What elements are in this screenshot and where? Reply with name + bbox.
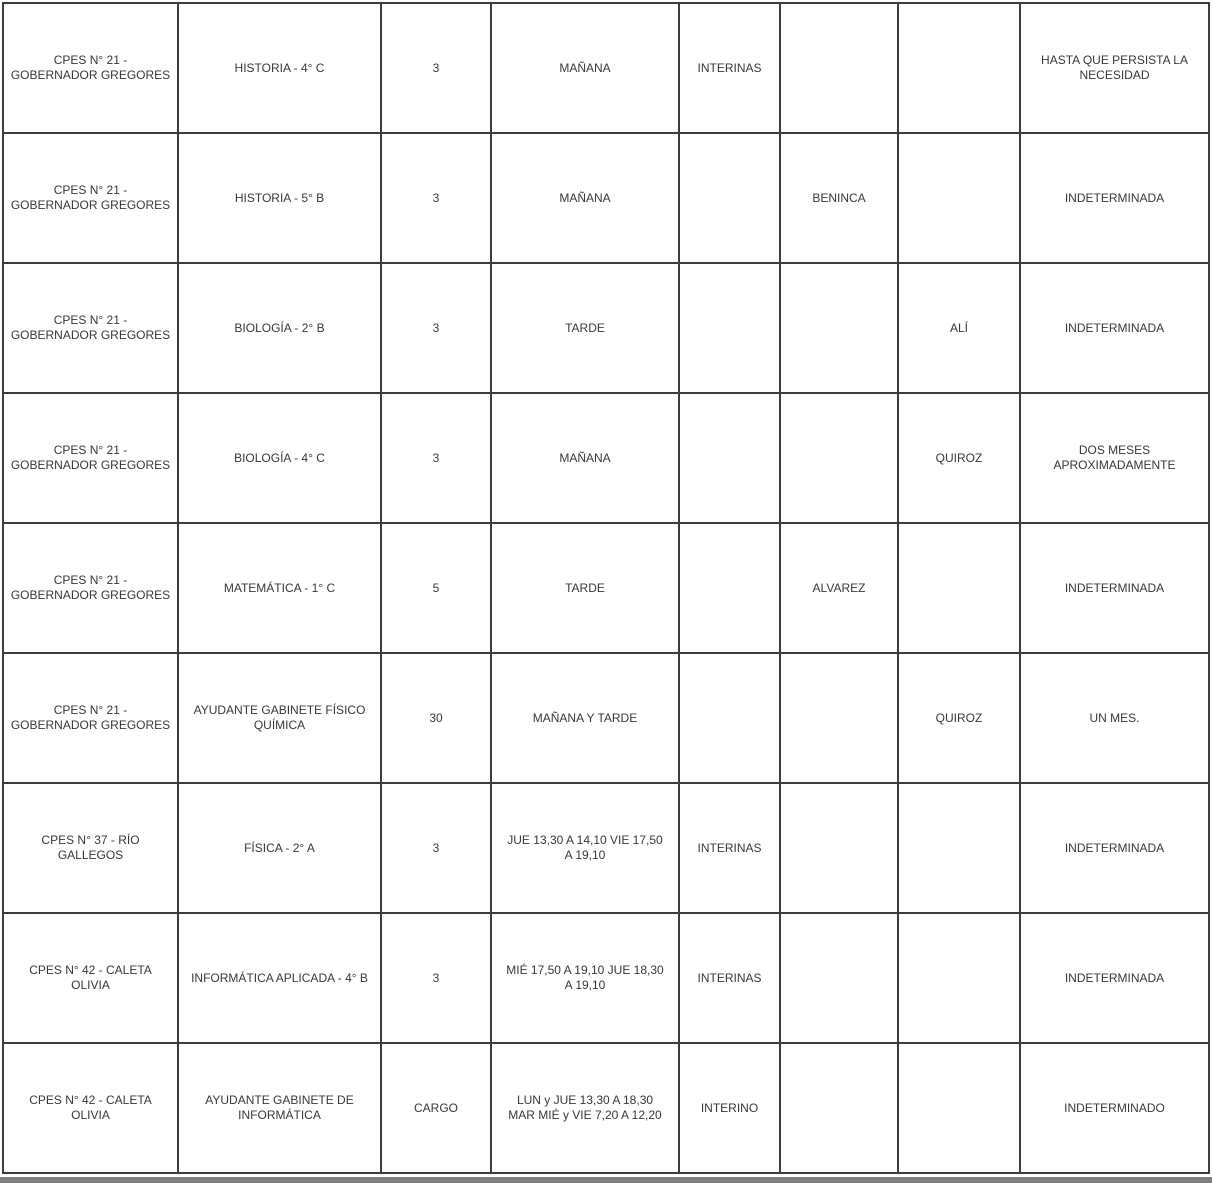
- table-cell-horas: 3: [380, 912, 492, 1044]
- table-cell-turno-horario: MAÑANA: [490, 2, 680, 134]
- table-cell-docente-a: [779, 2, 899, 134]
- table-cell-horas: 3: [380, 2, 492, 134]
- table-cell-docente-a: [779, 912, 899, 1044]
- table-cell-horas: 3: [380, 392, 492, 524]
- table-cell-docente-b: [897, 522, 1021, 654]
- table-cell-docente-b: [897, 132, 1021, 264]
- table-cell-establecimiento: CPES N° 21 - GOBERNADOR GREGORES: [2, 2, 179, 134]
- table-cell-turno-horario: MAÑANA Y TARDE: [490, 652, 680, 784]
- table-cell-docente-b: [897, 1042, 1021, 1174]
- table-cell-docente-a: [779, 262, 899, 394]
- table-cell-horas: 3: [380, 262, 492, 394]
- table-cell-docente-a: [779, 392, 899, 524]
- table-cell-establecimiento: CPES N° 42 - CALETA OLIVIA: [2, 1042, 179, 1174]
- table-cell-horas: 30: [380, 652, 492, 784]
- table-cell-docente-a: [779, 1042, 899, 1174]
- table-cell-asignatura-curso: HISTORIA - 5° B: [177, 132, 382, 264]
- table-cell-asignatura-curso: BIOLOGÍA - 2° B: [177, 262, 382, 394]
- table-cell-establecimiento: CPES N° 21 - GOBERNADOR GREGORES: [2, 262, 179, 394]
- table-cell-docente-b: [897, 782, 1021, 914]
- table-cell-establecimiento: CPES N° 21 - GOBERNADOR GREGORES: [2, 652, 179, 784]
- table-cell-duracion: INDETERMINADA: [1019, 522, 1210, 654]
- table-cell-duracion: INDETERMINADO: [1019, 1042, 1210, 1174]
- table-cell-duracion: HASTA QUE PERSISTA LA NECESIDAD: [1019, 2, 1210, 134]
- table-cell-establecimiento: CPES N° 21 - GOBERNADOR GREGORES: [2, 132, 179, 264]
- table-cell-horas: 3: [380, 132, 492, 264]
- table-cell-asignatura-curso: HISTORIA - 4° C: [177, 2, 382, 134]
- table-cell-duracion: INDETERMINADA: [1019, 782, 1210, 914]
- table-cell-docente-a: [779, 652, 899, 784]
- table-cell-horas: 3: [380, 782, 492, 914]
- table-cell-duracion: INDETERMINADA: [1019, 912, 1210, 1044]
- table-cell-asignatura-curso: MATEMÁTICA - 1° C: [177, 522, 382, 654]
- table-cell-caracter: [678, 522, 781, 654]
- table-cell-asignatura-curso: INFORMÁTICA APLICADA - 4° B: [177, 912, 382, 1044]
- table-cell-duracion: DOS MESES APROXIMADAMENTE: [1019, 392, 1210, 524]
- table-cell-duracion: UN MES.: [1019, 652, 1210, 784]
- table-cell-caracter: [678, 262, 781, 394]
- table-cell-turno-horario: JUE 13,30 A 14,10 VIE 17,50 A 19,10: [490, 782, 680, 914]
- table-cell-caracter: [678, 652, 781, 784]
- table-cell-docente-a: BENINCA: [779, 132, 899, 264]
- table-cell-caracter: [678, 392, 781, 524]
- table-cell-caracter: INTERINAS: [678, 912, 781, 1044]
- table-cell-docente-b: ALÍ: [897, 262, 1021, 394]
- table-row: CPES N° 21 - GOBERNADOR GREGORES BIOLOGÍA…: [2, 262, 1210, 394]
- table-cell-turno-horario: TARDE: [490, 262, 680, 394]
- page-bottom-edge: [0, 1177, 1212, 1183]
- table-cell-establecimiento: CPES N° 21 - GOBERNADOR GREGORES: [2, 392, 179, 524]
- table-cell-caracter: INTERINAS: [678, 2, 781, 134]
- table-cell-horas: CARGO: [380, 1042, 492, 1174]
- table-cell-duracion: INDETERMINADA: [1019, 262, 1210, 394]
- table-cell-caracter: INTERINAS: [678, 782, 781, 914]
- table-row: CPES N° 21 - GOBERNADOR GREGORES AYUDANTE…: [2, 652, 1210, 784]
- table-cell-turno-horario: TARDE: [490, 522, 680, 654]
- table-row: CPES N° 21 - GOBERNADOR GREGORES MATEMÁTI…: [2, 522, 1210, 654]
- table-cell-turno-horario: MAÑANA: [490, 132, 680, 264]
- table-cell-turno-horario: LUN y JUE 13,30 A 18,30 MAR MIÉ y VIE 7,…: [490, 1042, 680, 1174]
- table-cell-docente-b: [897, 2, 1021, 134]
- table-row: CPES N° 42 - CALETA OLIVIA AYUDANTE GABIN…: [2, 1042, 1210, 1174]
- table-cell-turno-horario: MAÑANA: [490, 392, 680, 524]
- table-cell-caracter: INTERINO: [678, 1042, 781, 1174]
- table-cell-caracter: [678, 132, 781, 264]
- table-cell-duracion: INDETERMINADA: [1019, 132, 1210, 264]
- table-cell-establecimiento: CPES N° 21 - GOBERNADOR GREGORES: [2, 522, 179, 654]
- table-cell-turno-horario: MIÉ 17,50 A 19,10 JUE 18,30 A 19,10: [490, 912, 680, 1044]
- table-cell-docente-a: [779, 782, 899, 914]
- table-row: CPES N° 21 - GOBERNADOR GREGORES HISTORIA…: [2, 132, 1210, 264]
- table-cell-docente-b: [897, 912, 1021, 1044]
- table-row: CPES N° 21 - GOBERNADOR GREGORES HISTORIA…: [2, 2, 1210, 134]
- table-cell-asignatura-curso: AYUDANTE GABINETE FÍSICO QUÍMICA: [177, 652, 382, 784]
- table-cell-establecimiento: CPES N° 42 - CALETA OLIVIA: [2, 912, 179, 1044]
- table-row: CPES N° 42 - CALETA OLIVIA INFORMÁTICA AP…: [2, 912, 1210, 1044]
- table-cell-docente-a: ALVAREZ: [779, 522, 899, 654]
- table-cell-docente-b: QUIROZ: [897, 392, 1021, 524]
- table-row: CPES N° 21 - GOBERNADOR GREGORES BIOLOGÍA…: [2, 392, 1210, 524]
- table-cell-asignatura-curso: BIOLOGÍA - 4° C: [177, 392, 382, 524]
- table-cell-asignatura-curso: FÍSICA - 2° A: [177, 782, 382, 914]
- table-cell-asignatura-curso: AYUDANTE GABINETE DE INFORMÁTICA: [177, 1042, 382, 1174]
- table-cell-docente-b: QUIROZ: [897, 652, 1021, 784]
- table-cell-horas: 5: [380, 522, 492, 654]
- table-cell-establecimiento: CPES N° 37 - RÍO GALLEGOS: [2, 782, 179, 914]
